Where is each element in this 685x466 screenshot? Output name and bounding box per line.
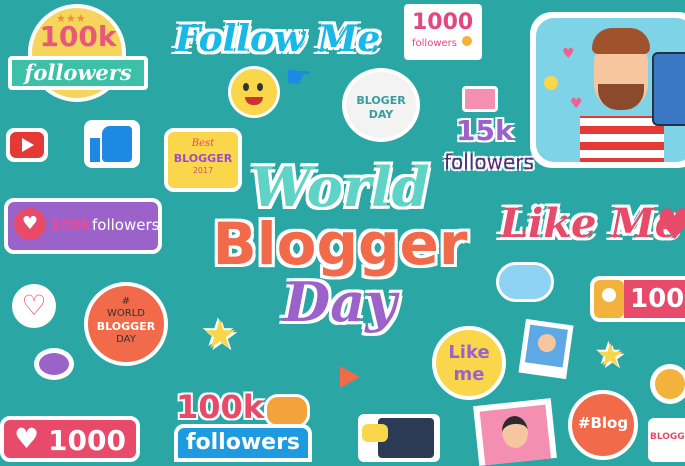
hashtag-blog-circle: #Blog bbox=[568, 390, 638, 460]
badge-100k-text: 100k bbox=[39, 20, 117, 53]
heart-icon: ♥ bbox=[14, 422, 40, 455]
pointing-hand-icon: ☛ bbox=[285, 60, 312, 95]
star-icon: ★ bbox=[596, 336, 625, 374]
heart-icon: ♥ bbox=[570, 96, 583, 112]
chat-bubble-icon bbox=[34, 348, 74, 380]
cat-icon bbox=[264, 394, 310, 428]
play-button-icon bbox=[6, 128, 48, 162]
heart-icon: ♥ bbox=[656, 200, 685, 249]
heart-outline-icon: ♡ bbox=[12, 284, 56, 328]
follow-me-text: Follow Me bbox=[175, 18, 381, 60]
best-blogger-bubble: Best BLOGGER 2017 bbox=[164, 128, 242, 192]
title-blogger: Blogger bbox=[212, 210, 468, 278]
followers-100k-badge: ★★★ 100k followers bbox=[8, 4, 158, 104]
chat-bubble-icon bbox=[362, 424, 388, 442]
world-blogger-day-circle: # WORLD BLOGGER DAY bbox=[84, 282, 168, 366]
followers-1000-counter: 1000 followers bbox=[404, 4, 482, 60]
followers-100k-banner: ♥ 100k followers bbox=[4, 198, 162, 254]
woman-photo bbox=[473, 398, 557, 466]
title-world: World bbox=[250, 155, 430, 219]
world-blogger-day-title: World Blogger Day bbox=[190, 160, 490, 330]
like-me-script-text: Like Me bbox=[500, 200, 681, 247]
user-icon bbox=[602, 288, 616, 302]
followers-15k-label: followers bbox=[444, 150, 534, 174]
blogger-corner-card: BLOGG bbox=[648, 418, 685, 462]
cloud-smile-icon bbox=[496, 262, 554, 302]
smiley-face-icon bbox=[228, 66, 280, 118]
user-icon bbox=[462, 36, 472, 46]
followers-100k-bottom-value: 100k bbox=[176, 388, 265, 426]
avatar-photo bbox=[518, 318, 574, 380]
smiley-emoji-icon bbox=[544, 76, 558, 90]
likes-1000-counter: ♥ 1000 bbox=[0, 416, 140, 462]
striped-shirt bbox=[580, 116, 664, 162]
followers-counter-right: 100 bbox=[590, 276, 685, 322]
laptop-icon bbox=[358, 414, 440, 462]
like-me-circle: Like me bbox=[432, 326, 506, 400]
thumbs-up-icon bbox=[84, 120, 140, 168]
followers-100k-bottom-label-box: followers bbox=[174, 424, 312, 462]
stars-icon: ★★★ bbox=[56, 12, 86, 25]
title-day: Day bbox=[283, 270, 397, 334]
bloger-day-bubble: BLOGER DAY bbox=[342, 68, 420, 142]
cake-icon bbox=[462, 86, 498, 112]
bloger-day-text: BLOGER DAY bbox=[356, 94, 406, 121]
followers-15k-value: 15k bbox=[456, 114, 514, 147]
selfie-photo-frame: ♥ ♥ bbox=[530, 12, 685, 168]
badge-followers-ribbon: followers bbox=[24, 60, 132, 85]
play-arrow-icon bbox=[340, 366, 360, 388]
phone-icon bbox=[652, 52, 685, 126]
star-icon: ★ bbox=[202, 312, 238, 358]
heart-icon: ♥ bbox=[562, 46, 575, 62]
chat-bubble-icon bbox=[650, 364, 685, 404]
heart-icon: ♥ bbox=[14, 208, 46, 240]
